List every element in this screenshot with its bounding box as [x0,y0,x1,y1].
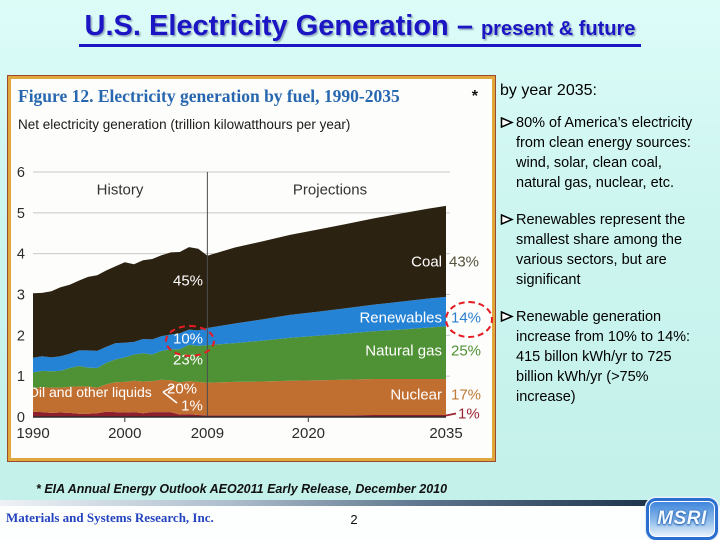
oil-2035-pct: 1% [458,405,480,423]
list-item: 80% of America’s electricity from clean … [500,113,710,193]
coal-2035-pct: 43% [449,253,480,271]
natural-gas-2035-pct: 25% [451,342,482,360]
x-tick-label: 2020 [292,425,325,442]
list-item: Renewable generation increase from 10% t… [500,307,710,407]
coal-2009-pct: 45% [172,272,204,290]
company-name: Materials and Systems Research, Inc. [6,510,214,525]
footer-divider-bar [0,500,652,506]
area-coal [33,205,446,358]
bullet-text: 80% of America’s electricity from clean … [516,115,693,191]
page-number: 2 [350,512,358,527]
leader-line [445,412,457,417]
list-item: Renewables represent the smallest share … [500,210,710,290]
leader-line [162,385,175,393]
msri-logo-text: MSRI [650,502,714,536]
figure-subtitle: Net electricity generation (trillion kil… [18,117,351,132]
arrow-bullet-icon [500,116,516,134]
y-tick-label: 5 [17,206,25,222]
highlight-circle-10pct [165,325,215,357]
footer [0,506,720,540]
renewables-series-label: Renewables [359,309,442,327]
stacked-area-chart: 0 1 2 3 4 5 6 1990 2000 2009 2020 2035 [16,165,462,442]
title-subtext: present & future [480,18,636,40]
x-tick-label: 2000 [108,425,141,442]
x-tick-label: 1990 [16,425,49,442]
page-title: U.S. Electricity Generation – present & f… [0,10,720,47]
projections-zone-label: Projections [292,181,368,199]
x-tick-label: 2009 [191,425,224,442]
title-underline: U.S. Electricity Generation – present & f… [78,10,642,47]
figure-title: Figure 12. Electricity generation by fue… [18,86,400,106]
highlight-circle-14pct [445,301,493,338]
nuclear-2009-pct: 20% [166,380,198,398]
figure-panel: Figure 12. Electricity generation by fue… [7,75,496,462]
history-zone-label: History [96,181,144,199]
nuclear-series-label: Nuclear [390,386,442,404]
area-nuclear [33,379,446,416]
y-tick-label: 4 [17,247,25,263]
oil-area-label: Oil and other liquids [28,384,152,400]
y-tick-label: 6 [17,165,25,181]
bullet-text: Renewable generation increase from 10% t… [516,309,691,405]
msri-logo: MSRI [646,498,718,540]
area-oil-and-other-liquids [33,411,446,417]
y-tick-label: 2 [17,328,25,344]
title-main: U.S. Electricity Generation – [84,10,473,42]
y-tick-label: 1 [17,369,25,385]
natural-gas-series-label: Natural gas [365,342,442,360]
summary-panel: by year 2035: 80% of America’s electrici… [500,82,710,424]
y-tick-label: 3 [17,288,25,304]
chart-area: 0 1 2 3 4 5 6 1990 2000 2009 2020 2035 History Proj… [11,79,493,458]
source-footnote: * EIA Annual Energy Outlook AEO2011 Earl… [36,482,448,496]
leader-line [162,391,178,404]
nuclear-2035-pct: 17% [451,386,482,404]
x-tick-label: 2035 [429,425,462,442]
area-renewables [33,296,446,373]
y-tick-label: 0 [17,410,25,426]
area-natural-gas [33,326,446,388]
arrow-bullet-icon [500,213,516,231]
summary-heading: by year 2035: [500,82,597,99]
bullet-text: Renewables represent the smallest share … [516,212,686,288]
coal-series-label: Coal [411,253,442,271]
arrow-bullet-icon [500,310,516,328]
figure-asterisk: * [471,88,478,105]
oil-2009-pct: 1% [181,397,203,415]
